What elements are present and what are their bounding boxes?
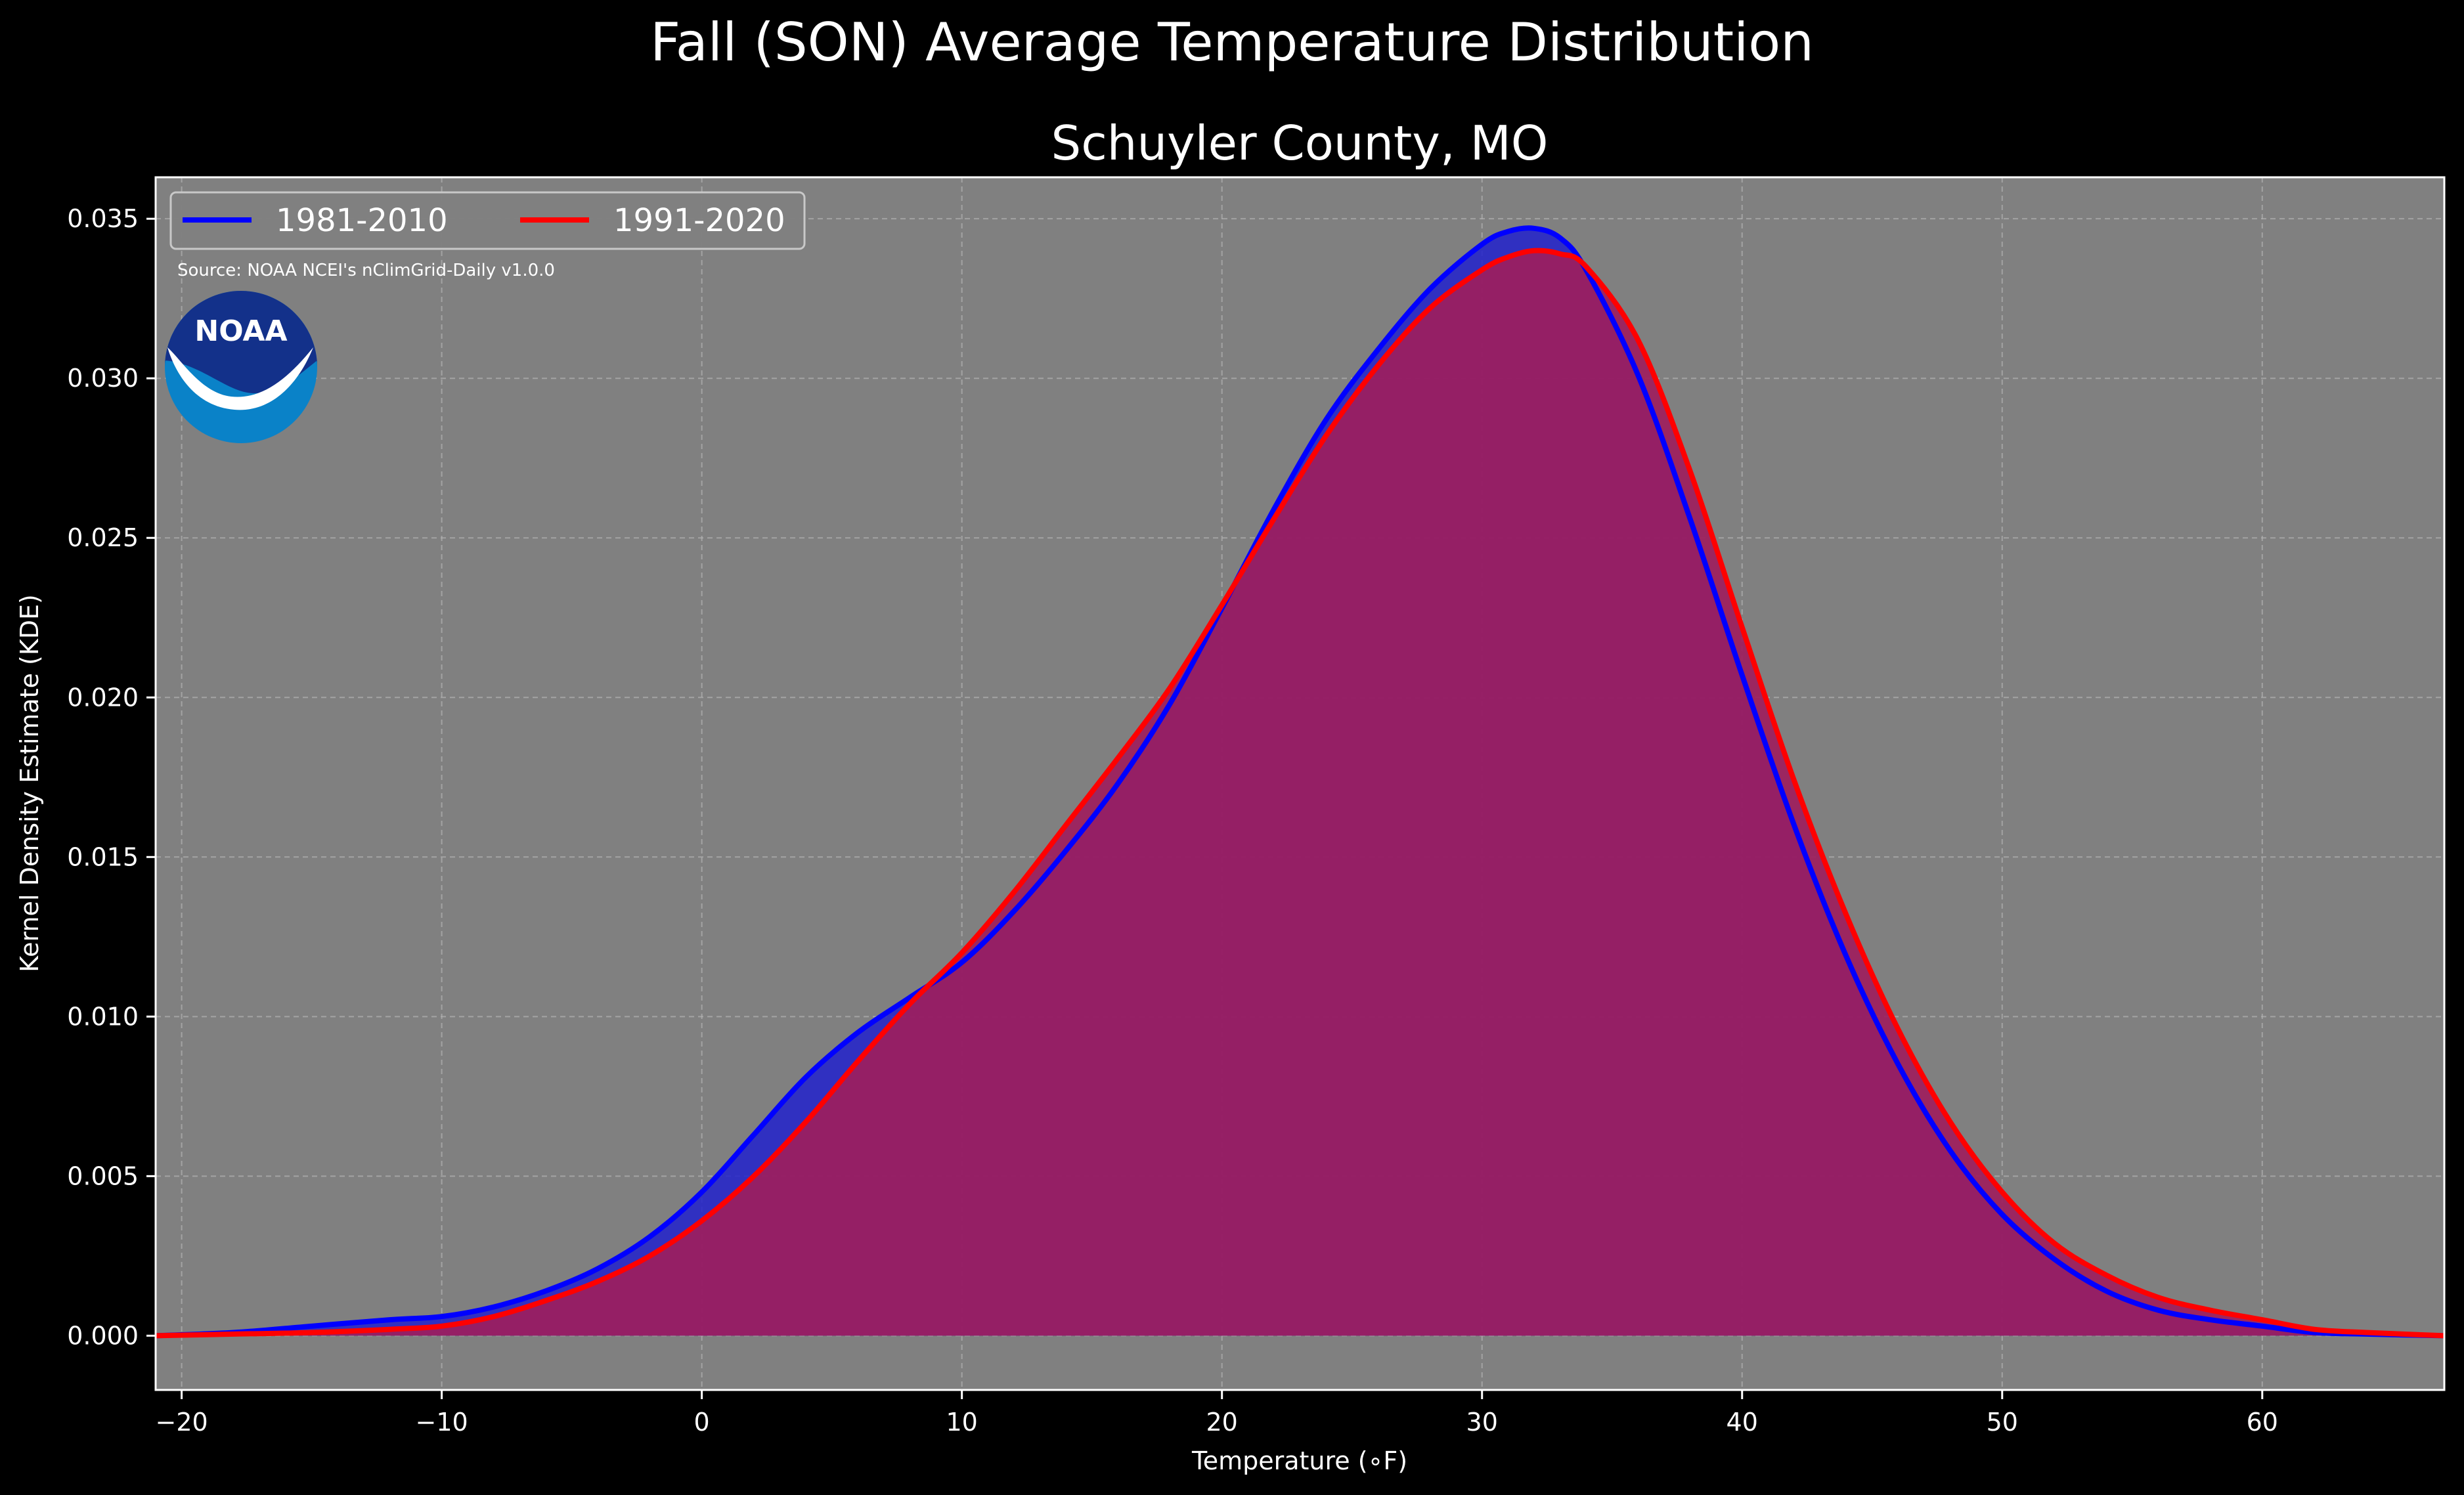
x-axis-label: Temperature (∘F) — [1191, 1446, 1407, 1475]
x-tick-label: 60 — [2247, 1408, 2278, 1437]
x-tick-label: 30 — [1466, 1408, 1498, 1437]
x-tick-label: 10 — [946, 1408, 977, 1437]
axis-ticks: −20 −10 0 10 20 30 40 50 60 0.000 0.005 0.010 0.015 0… — [67, 204, 2278, 1437]
y-tick-label: 0.005 — [67, 1161, 139, 1190]
y-tick-label: 0.010 — [67, 1002, 139, 1031]
y-tick-label: 0.015 — [67, 842, 139, 871]
y-tick-label: 0.035 — [67, 204, 139, 233]
y-axis-label: Kernel Density Estimate (KDE) — [15, 594, 44, 972]
x-tick-label: 0 — [694, 1408, 710, 1437]
y-tick-label: 0.025 — [67, 523, 139, 552]
legend-label-1981: 1981-2010 — [276, 202, 448, 239]
series-line-1991-2020 — [155, 248, 2445, 1339]
area-fill-1991-2020 — [156, 250, 2444, 1336]
x-tick-label: 50 — [1987, 1408, 2018, 1437]
legend: 1981-2010 1991-2020 — [169, 191, 806, 250]
legend-box — [169, 191, 806, 250]
noaa-logo-text: NOAA — [194, 314, 287, 348]
source-note: Source: NOAA NCEI's nClimGrid-Daily v1.0… — [177, 261, 555, 280]
noaa-logo: NOAA — [165, 291, 317, 443]
x-tick-label: −10 — [416, 1408, 468, 1437]
series-layer — [155, 225, 2445, 1339]
x-tick-label: −20 — [156, 1408, 208, 1437]
legend-label-1991: 1991-2020 — [613, 202, 785, 239]
x-tick-label: 20 — [1206, 1408, 1238, 1437]
plot-frame — [154, 176, 2446, 1391]
series-line-1981-2010 — [155, 225, 2445, 1339]
y-tick-label: 0.000 — [67, 1321, 139, 1350]
chart-title: Fall (SON) Average Temperature Distribut… — [650, 12, 1814, 73]
x-tick-label: 40 — [1727, 1408, 1758, 1437]
chart-subtitle: Schuyler County, MO — [1051, 116, 1549, 171]
y-tick-label: 0.020 — [67, 683, 139, 712]
y-tick-label: 0.030 — [67, 364, 139, 393]
